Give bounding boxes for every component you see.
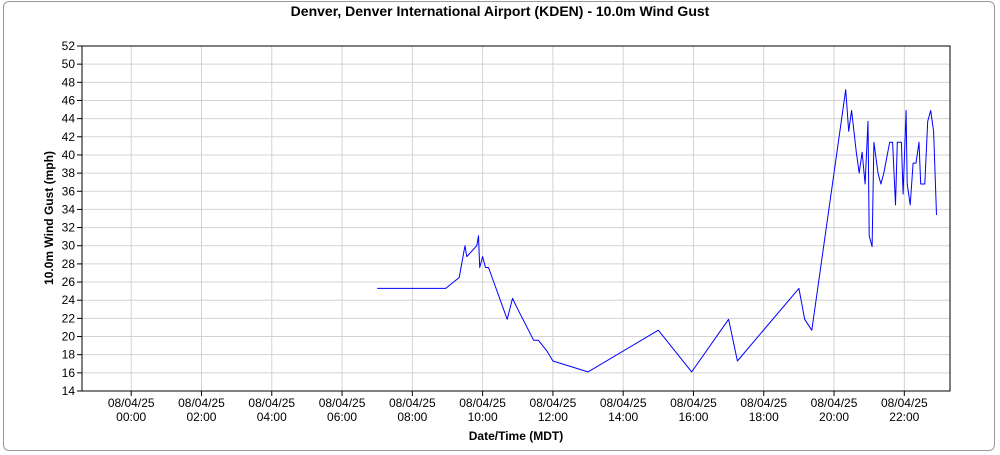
x-tick-label-time: 20:00 — [819, 410, 849, 424]
x-tick-label-time: 14:00 — [608, 410, 638, 424]
y-tick-label: 20 — [62, 330, 76, 344]
y-tick-label: 16 — [62, 366, 76, 380]
x-axis-ticks: 08/04/2500:0008/04/2502:0008/04/2504:000… — [108, 391, 928, 424]
x-tick-label-date: 08/04/25 — [178, 396, 225, 410]
y-tick-label: 46 — [62, 93, 76, 107]
y-tick-label: 14 — [62, 384, 76, 398]
chart-title: Denver, Denver International Airport (KD… — [290, 3, 710, 19]
x-tick-label-time: 10:00 — [468, 410, 498, 424]
y-tick-label: 30 — [62, 239, 76, 253]
x-tick-label-time: 12:00 — [538, 410, 568, 424]
y-tick-label: 24 — [62, 293, 76, 307]
x-tick-label-date: 08/04/25 — [530, 396, 577, 410]
y-tick-label: 40 — [62, 148, 76, 162]
y-tick-label: 18 — [62, 348, 76, 362]
y-tick-label: 28 — [62, 257, 76, 271]
x-tick-label-time: 00:00 — [116, 410, 146, 424]
y-tick-label: 38 — [62, 166, 76, 180]
series-group — [377, 89, 937, 373]
x-tick-label-date: 08/04/25 — [740, 396, 787, 410]
x-tick-label-date: 08/04/25 — [389, 396, 436, 410]
x-tick-label-date: 08/04/25 — [600, 396, 647, 410]
y-tick-label: 50 — [62, 57, 76, 71]
y-tick-label: 36 — [62, 184, 76, 198]
x-tick-label-date: 08/04/25 — [248, 396, 295, 410]
y-tick-label: 34 — [62, 202, 76, 216]
y-tick-label: 42 — [62, 130, 76, 144]
x-tick-label-time: 06:00 — [327, 410, 357, 424]
y-axis-ticks: 14 16 18 20 22 24 26 28 30 32 34 36 38 40 42 44 46 48 50 52 — [62, 39, 82, 398]
x-tick-label-time: 02:00 — [186, 410, 216, 424]
x-tick-label-time: 08:00 — [397, 410, 427, 424]
x-tick-label-date: 08/04/25 — [881, 396, 928, 410]
x-tick-label-date: 08/04/25 — [670, 396, 717, 410]
y-tick-label: 32 — [62, 221, 76, 235]
plot-area — [81, 45, 951, 392]
x-axis-label: Date/Time (MDT) — [469, 429, 563, 443]
x-tick-label-time: 18:00 — [749, 410, 779, 424]
y-axis-label: 10.0m Wind Gust (mph) — [42, 151, 56, 285]
y-tick-label: 26 — [62, 275, 76, 289]
wind-gust-line — [377, 89, 937, 373]
x-tick-label-time: 04:00 — [257, 410, 287, 424]
chart-frame — [3, 1, 995, 451]
x-tick-label-date: 08/04/25 — [319, 396, 366, 410]
y-tick-label: 22 — [62, 311, 76, 325]
y-tick-label: 44 — [62, 112, 76, 126]
x-tick-label-date: 08/04/25 — [108, 396, 155, 410]
x-tick-label-time: 22:00 — [889, 410, 919, 424]
y-tick-label: 52 — [62, 39, 76, 53]
x-tick-label-time: 16:00 — [678, 410, 708, 424]
x-tick-label-date: 08/04/25 — [811, 396, 858, 410]
y-tick-label: 48 — [62, 75, 76, 89]
x-tick-label-date: 08/04/25 — [459, 396, 506, 410]
grid — [82, 45, 950, 392]
